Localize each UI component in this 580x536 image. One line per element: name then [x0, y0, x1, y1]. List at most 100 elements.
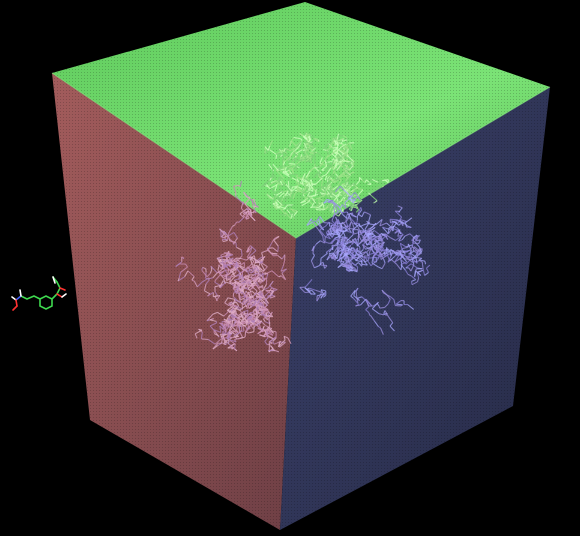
protein-bond — [315, 177, 323, 185]
protein-bond — [269, 290, 275, 297]
protein-bond — [337, 160, 343, 168]
protein-bond — [325, 167, 332, 175]
protein-bond — [306, 287, 310, 291]
protein-bond — [411, 235, 419, 241]
protein-bond — [361, 263, 368, 266]
protein-bond — [333, 208, 336, 214]
protein-bond — [323, 199, 328, 204]
protein-bond — [331, 233, 339, 236]
protein-bond — [336, 228, 343, 233]
protein-bond — [365, 305, 370, 311]
protein-bond — [332, 201, 340, 208]
protein-bond — [229, 276, 236, 283]
protein-bond — [272, 247, 279, 253]
protein-bond — [184, 270, 189, 277]
protein-bond — [244, 203, 251, 211]
protein-bond — [249, 198, 256, 206]
protein-bond — [233, 332, 241, 337]
protein-bond — [223, 239, 228, 243]
protein-bond — [287, 176, 291, 182]
protein-bond — [263, 311, 270, 314]
protein-bond — [246, 279, 255, 287]
protein-bond — [334, 185, 341, 193]
protein-bond — [201, 267, 204, 271]
protein-bond — [338, 231, 345, 239]
protein-bond — [294, 141, 302, 149]
protein-bond — [260, 263, 265, 271]
protein-bond — [357, 238, 360, 244]
protein-bond — [335, 149, 339, 156]
protein-bond — [346, 163, 353, 167]
protein-bond — [226, 324, 233, 329]
protein-bond — [306, 147, 311, 150]
protein-bond — [303, 132, 307, 135]
protein-bond — [270, 252, 278, 255]
protein-bond — [260, 269, 265, 273]
protein-bond — [370, 239, 373, 245]
protein-bond — [214, 291, 219, 297]
protein-bond — [415, 239, 421, 242]
protein-bond — [268, 311, 273, 319]
protein-bond — [320, 292, 323, 295]
protein-bond — [340, 243, 348, 248]
protein-bond — [248, 331, 255, 334]
protein-bond — [338, 173, 345, 179]
protein-bond — [341, 256, 349, 259]
protein-bond — [283, 335, 289, 339]
protein-bond — [205, 279, 210, 285]
protein-bond — [350, 189, 355, 195]
protein-bond — [425, 267, 429, 273]
protein-bond — [352, 183, 357, 186]
protein-bond — [275, 169, 283, 172]
protein-bond — [362, 259, 368, 266]
protein-bond — [230, 261, 232, 263]
protein-bond — [253, 303, 259, 307]
protein-bond — [235, 261, 238, 269]
protein-bond — [280, 154, 284, 158]
protein-bond — [290, 208, 298, 212]
protein-structure[interactable] — [175, 132, 431, 353]
protein-bond — [377, 242, 384, 249]
protein-bond — [334, 137, 339, 142]
protein-bond — [375, 253, 382, 258]
protein-bond — [307, 146, 315, 152]
protein-bond — [225, 257, 231, 265]
protein-bond — [393, 220, 400, 226]
protein-bond — [320, 289, 326, 292]
protein-bond — [253, 272, 259, 276]
protein-bond — [254, 315, 259, 323]
ligand-molecule[interactable] — [11, 276, 67, 311]
protein-bond — [351, 237, 359, 246]
protein-bond — [236, 266, 239, 269]
protein-bond — [332, 168, 336, 175]
protein-bond — [396, 263, 402, 271]
protein-bond — [413, 246, 421, 252]
protein-bond — [379, 219, 383, 227]
protein-bond — [294, 190, 299, 194]
protein-bond — [288, 140, 293, 147]
protein-bond — [256, 264, 262, 272]
protein-bond — [261, 266, 268, 274]
protein-bond — [267, 326, 275, 334]
protein-bond — [344, 175, 351, 182]
protein-bond — [334, 188, 342, 194]
protein-bond — [379, 306, 385, 309]
protein-bond — [404, 233, 411, 237]
protein-bond — [201, 277, 210, 283]
protein-bond — [336, 251, 340, 259]
protein-bond — [250, 266, 258, 274]
protein-bond — [262, 318, 266, 323]
protein-bond — [309, 181, 312, 184]
protein-bond — [349, 171, 355, 175]
protein-bond — [407, 304, 415, 310]
protein-bond — [355, 291, 358, 299]
protein-bond — [234, 275, 238, 278]
protein-bond — [349, 191, 352, 196]
protein-bond — [321, 202, 325, 209]
simulation-box[interactable] — [51, 2, 551, 530]
protein-bond — [303, 142, 308, 149]
protein-bond — [384, 303, 389, 308]
protein-bond — [218, 261, 221, 264]
